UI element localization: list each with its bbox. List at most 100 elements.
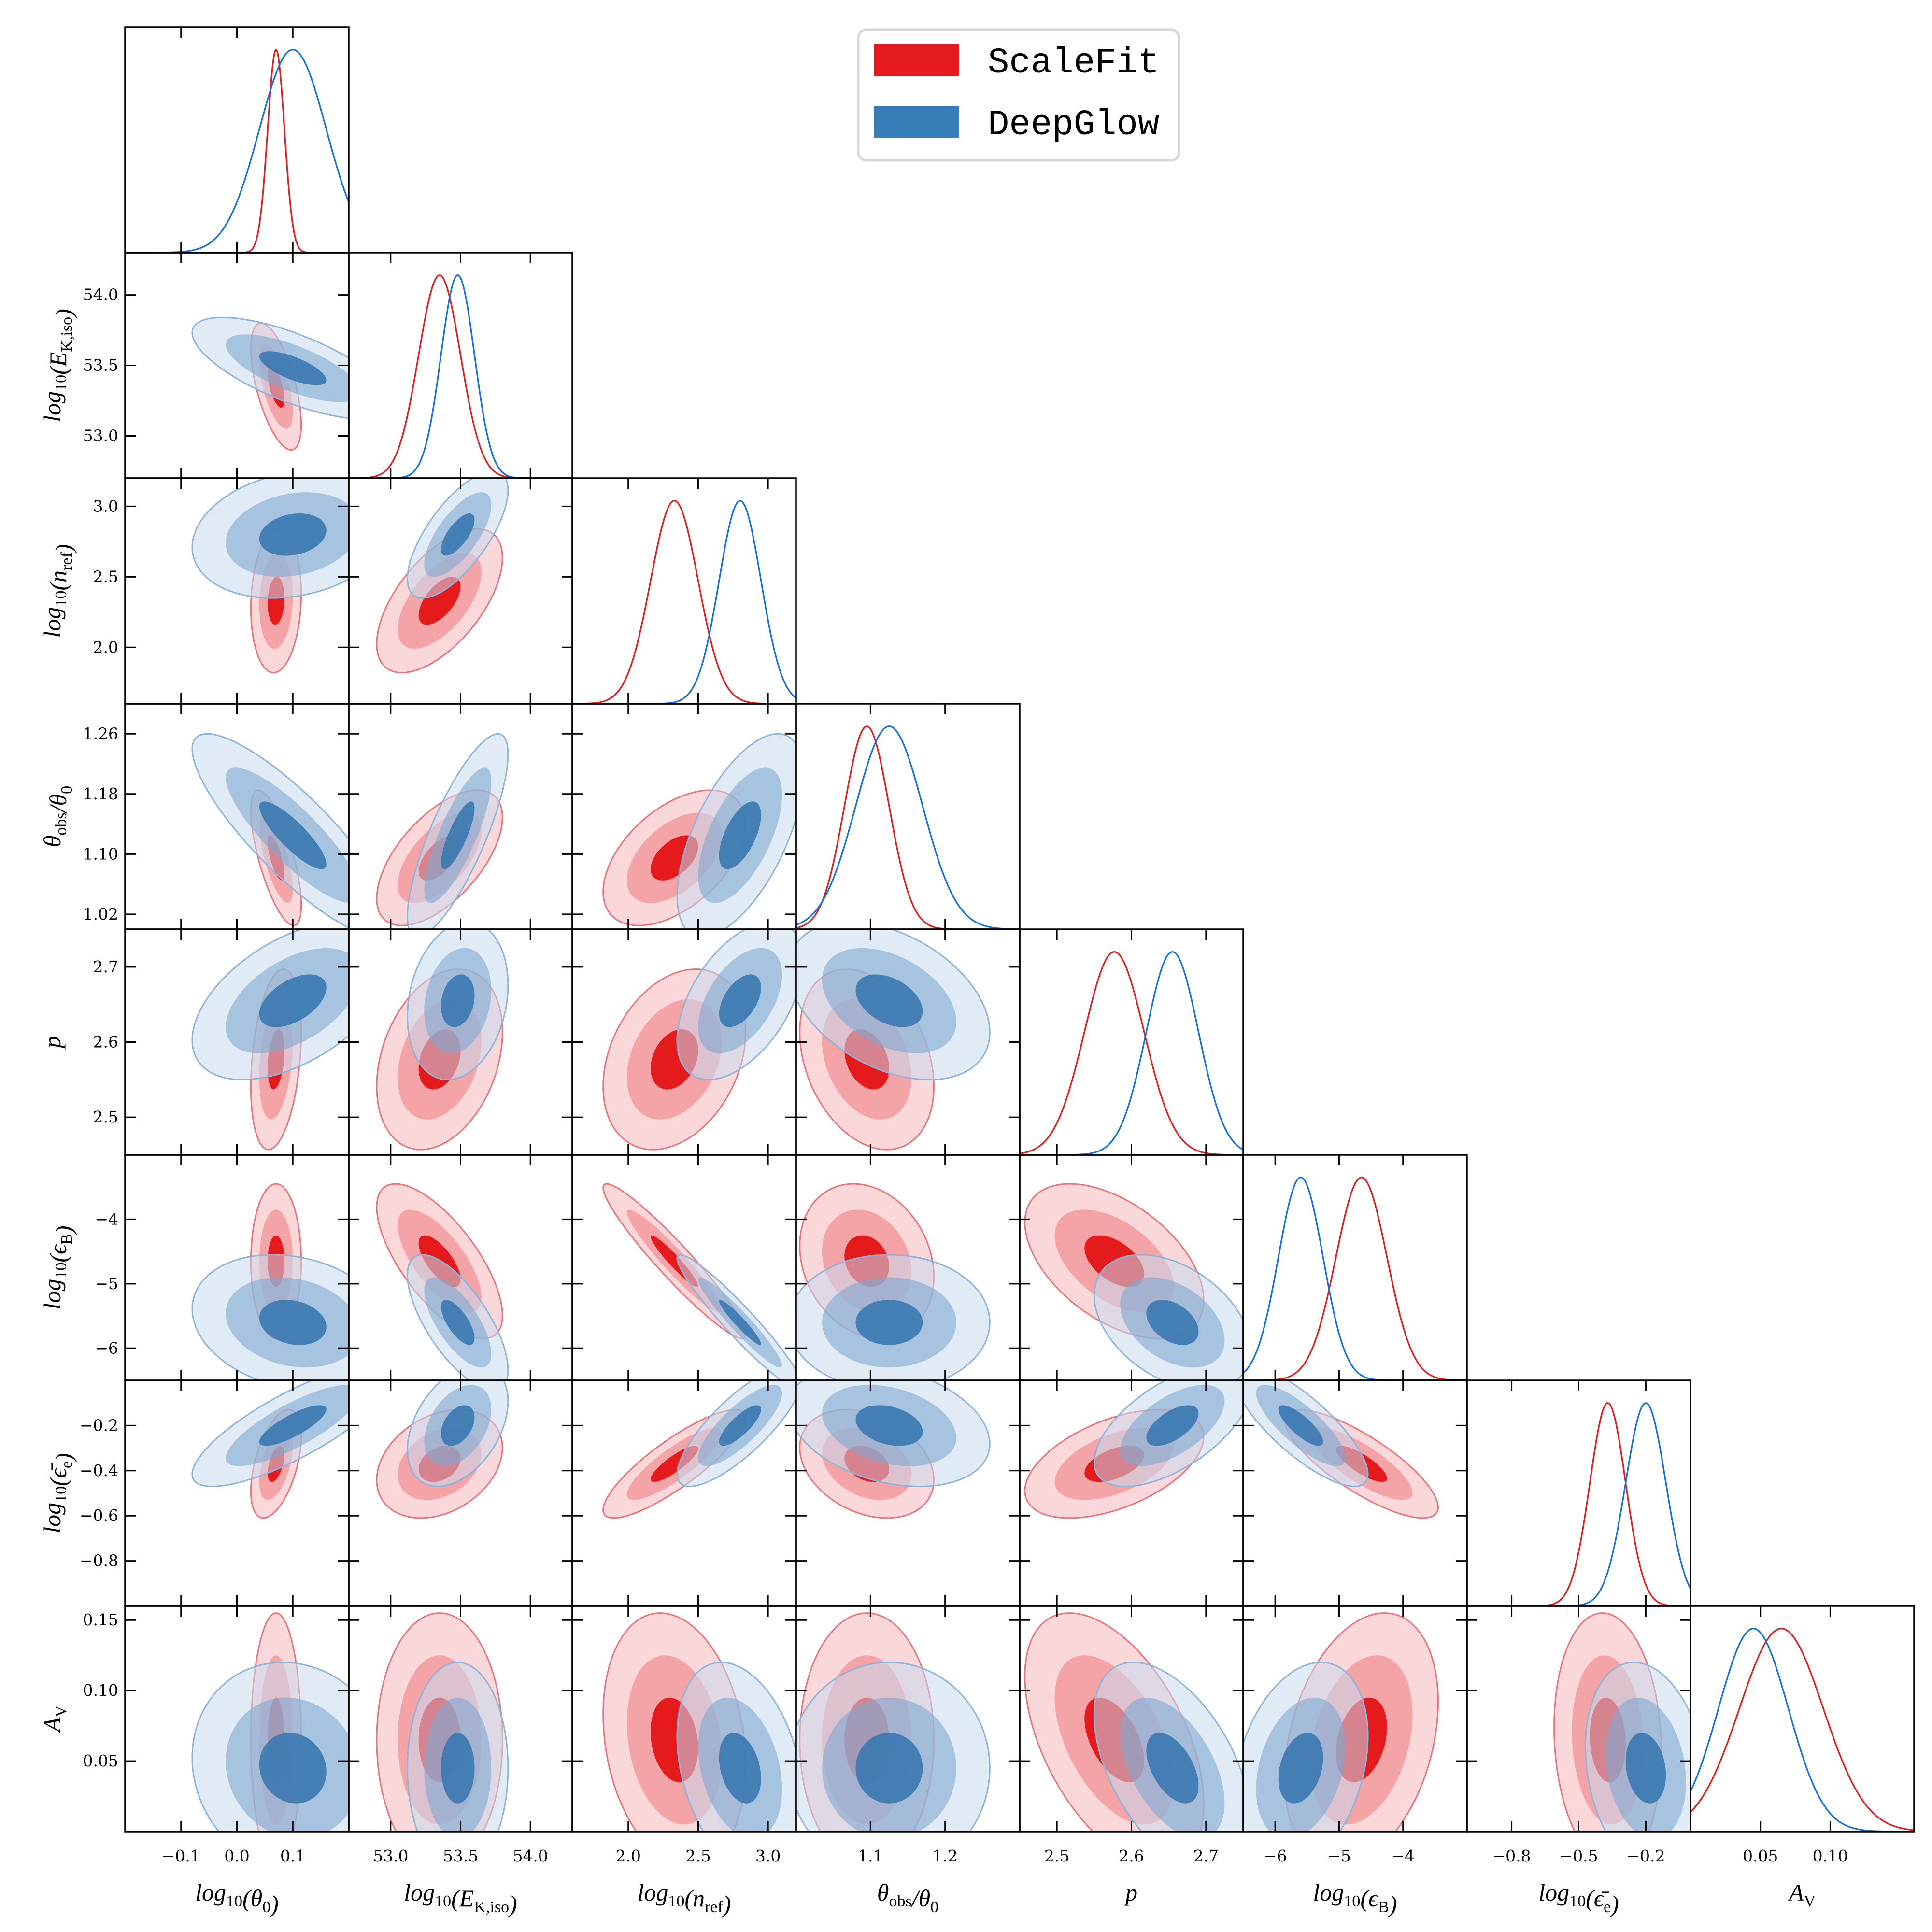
x-tick-label: 2.5 [685, 1847, 710, 1865]
label-part: log [195, 1879, 226, 1906]
label-part: log [39, 391, 66, 422]
joint-panel-6-5 [1243, 1380, 1439, 1519]
label-part: (n [684, 1885, 705, 1912]
label-subscript: ref [705, 1898, 723, 1916]
label-part: log [638, 1879, 668, 1906]
y-tick-label: 1.26 [83, 724, 118, 743]
joint-panel-6-4 [1024, 1380, 1243, 1519]
contour-deepglow-level-1 [441, 1300, 475, 1345]
contour-deepglow-level-1 [259, 974, 327, 1027]
label-subscript: B [58, 1234, 76, 1245]
y-tick-label: −0.8 [80, 1551, 118, 1570]
label-subscript: e [58, 1461, 76, 1468]
label-subscript: obs [889, 1892, 911, 1910]
joint-panel-4-1 [376, 929, 509, 1151]
label-subscript: 10 [435, 1892, 451, 1910]
marginal-panel-0 [125, 49, 349, 253]
y-tick-label: 53.0 [83, 426, 118, 445]
label-part: (ϵ [44, 1244, 71, 1263]
y-tick-label: 54.0 [83, 285, 118, 304]
marginal-curve-deepglow [349, 274, 572, 478]
marginal-panel-1 [349, 274, 572, 478]
y-tick-label: −0.2 [80, 1416, 118, 1435]
marginal-curve-deepglow [125, 49, 349, 253]
label-subscript: ref [58, 552, 76, 570]
panel-frame [1019, 928, 1244, 1156]
label-part: log [39, 1279, 66, 1310]
label-part: (E [44, 352, 71, 375]
joint-panel-7-6 [1553, 1612, 1690, 1832]
label-part: ) [50, 1453, 77, 1463]
y-axis-label: log10(nref) [39, 544, 77, 638]
label-part: log [39, 607, 66, 638]
joint-panel-7-1 [376, 1612, 509, 1832]
x-axis-label: log10(ϵ̄e) [1538, 1879, 1619, 1918]
label-subscript: V [1804, 1892, 1816, 1910]
y-tick-label: 0.15 [83, 1610, 118, 1629]
joint-panel-7-5 [1243, 1612, 1439, 1832]
contour-deepglow-level-1 [1278, 1733, 1323, 1804]
x-axis-label: p [1124, 1879, 1137, 1906]
marginal-curve-deepglow [572, 500, 796, 704]
joint-panel-5-1 [376, 1183, 509, 1380]
joint-panel-7-3 [796, 1612, 991, 1832]
joint-panel-5-2 [602, 1183, 796, 1380]
contour-deepglow-level-1 [259, 513, 327, 556]
marginal-curve-deepglow [1467, 1402, 1690, 1606]
y-axis-label: log10(ϵ̄e) [39, 1453, 77, 1533]
joint-panel-3-0 [191, 733, 349, 929]
marginal-panel-6 [1467, 1402, 1690, 1606]
joint-panel-2-0 [191, 478, 349, 674]
y-tick-label: 2.5 [93, 1108, 118, 1126]
label-part: ) [269, 1890, 279, 1918]
contour-deepglow-level-1 [855, 974, 923, 1027]
label-part: log [1313, 1879, 1344, 1906]
marginal-curve-deepglow [1020, 951, 1243, 1155]
joint-panel-2-1 [376, 478, 509, 674]
label-part: ) [508, 1890, 517, 1918]
label-part: (E [451, 1885, 474, 1912]
marginal-curve-scalefit [796, 725, 1020, 929]
y-tick-label: 1.10 [83, 844, 118, 863]
marginal-curve-deepglow [1690, 1628, 1914, 1832]
x-tick-label: 3.0 [755, 1847, 781, 1865]
label-subscript: e [1604, 1898, 1611, 1916]
x-tick-label: 1.2 [932, 1847, 957, 1865]
contour-deepglow-level-1 [719, 1733, 761, 1804]
panel-frame [1466, 1379, 1691, 1607]
contour-deepglow-level-1 [259, 1733, 327, 1804]
y-tick-label: 2.6 [93, 1033, 118, 1051]
y-tick-label: 0.05 [83, 1751, 118, 1770]
marginal-curve-deepglow [796, 725, 1020, 929]
label-subscript: 0 [262, 1898, 270, 1916]
marginal-curve-scalefit [125, 49, 349, 253]
x-tick-label: −0.8 [1492, 1847, 1531, 1865]
joint-panel-4-3 [796, 929, 991, 1151]
contour-deepglow-level-1 [855, 1300, 923, 1345]
contour-deepglow-level-1 [719, 1300, 761, 1345]
x-tick-label: 53.0 [373, 1847, 408, 1865]
marginal-panel-2 [572, 500, 796, 704]
y-axis-label: θobs/θ0 [39, 786, 76, 847]
contour-deepglow-level-1 [1146, 1405, 1199, 1446]
panel-frame [1690, 1605, 1915, 1833]
contour-deepglow-level-1 [441, 1405, 475, 1446]
x-axis-label: AV [1788, 1879, 1816, 1910]
joint-panel-6-3 [796, 1380, 991, 1519]
label-part: A [39, 1717, 66, 1733]
x-axis-label: log10(nref) [638, 1879, 731, 1918]
label-part: (n [44, 570, 71, 591]
y-tick-label: 3.0 [93, 497, 118, 515]
x-axis-label: log10(θ0) [195, 1879, 279, 1918]
y-tick-label: 53.5 [83, 356, 118, 375]
y-tick-label: −4 [95, 1209, 118, 1228]
x-tick-label: 2.7 [1193, 1847, 1219, 1865]
marginal-panel-7 [1690, 1628, 1914, 1832]
x-tick-label: −6 [1264, 1847, 1287, 1865]
y-tick-label: 2.0 [93, 638, 118, 656]
y-tick-label: −5 [95, 1274, 118, 1293]
label-part: ) [50, 1225, 77, 1235]
joint-panel-6-1 [376, 1380, 509, 1519]
x-tick-label: −4 [1391, 1847, 1415, 1865]
x-tick-label: 2.5 [1044, 1847, 1069, 1865]
